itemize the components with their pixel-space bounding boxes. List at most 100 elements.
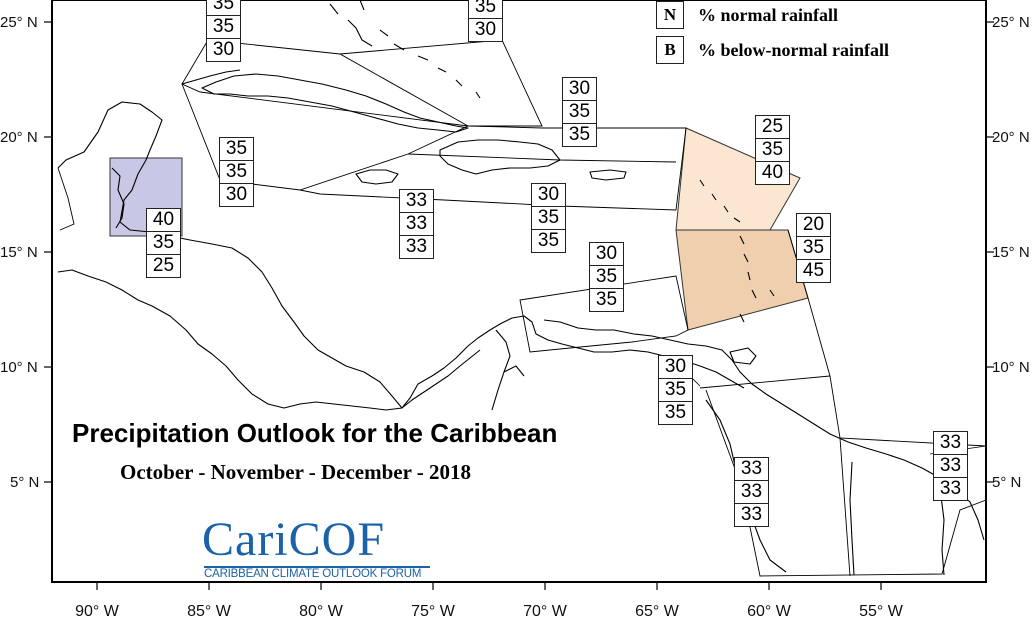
stack-cell: 33 bbox=[933, 431, 968, 455]
zone-hispaniola-north bbox=[467, 125, 687, 211]
stack-cell: 35 bbox=[562, 123, 597, 147]
trinidad-coast bbox=[729, 347, 757, 365]
lon-ticks bbox=[96, 582, 882, 590]
zone-bahamas-west bbox=[181, 39, 469, 127]
stack-cell: 33 bbox=[399, 189, 434, 213]
zone-bahamas-east bbox=[339, 39, 543, 127]
stack-cell: 35 bbox=[589, 265, 624, 289]
stack-windward-islands: 20 35 45 bbox=[796, 213, 831, 283]
windward-islands-region bbox=[675, 229, 809, 331]
logo-wordmark: CariCOF bbox=[202, 513, 386, 566]
stack-cell: 35 bbox=[755, 138, 790, 162]
stack-leeward-islands: 25 35 40 bbox=[755, 115, 790, 185]
lat-label-10n-right: 10° N bbox=[992, 359, 1030, 376]
stack-cell: 35 bbox=[562, 100, 597, 124]
stack-cell: 40 bbox=[755, 161, 790, 185]
legend-key-normal: N bbox=[656, 1, 684, 29]
stack-cell: 30 bbox=[562, 77, 597, 101]
zone-hispaniola-band bbox=[407, 153, 677, 163]
lat-label-20n-left: 20° N bbox=[0, 129, 38, 146]
lesser-antilles-islands bbox=[699, 179, 775, 323]
zone-belize-east bbox=[57, 167, 75, 231]
lat-label-5n-right: 5° N bbox=[992, 474, 1021, 491]
coastlines bbox=[57, 0, 985, 576]
stack-trinidad-venezuela-coast: 30 35 35 bbox=[658, 355, 693, 425]
lat-ticks bbox=[44, 21, 994, 483]
lon-label-60w: 60° W bbox=[747, 603, 792, 620]
stack-cell: 33 bbox=[399, 235, 434, 259]
legend-below: B % below-normal rainfall bbox=[656, 35, 889, 65]
logo-rule bbox=[204, 566, 430, 568]
zone-boundaries bbox=[57, 39, 987, 577]
lon-label-55w: 55° W bbox=[859, 603, 904, 620]
stack-suriname-french-guiana: 33 33 33 bbox=[933, 431, 968, 501]
stack-cell: 35 bbox=[468, 0, 503, 19]
stack-cell: 35 bbox=[219, 160, 254, 184]
stack-cell: 35 bbox=[658, 401, 693, 425]
stack-hispaniola-north: 30 35 35 bbox=[562, 77, 597, 147]
stack-cell: 35 bbox=[531, 229, 566, 253]
legend-key-below: B bbox=[656, 36, 684, 64]
stack-cell: 40 bbox=[146, 208, 181, 232]
belize-coast bbox=[111, 167, 125, 229]
lat-label-25n-right: 25° N bbox=[992, 14, 1030, 31]
puerto-rico-coast bbox=[589, 169, 627, 181]
caricof-logo: CariCOF CARIBBEAN CLIMATE OUTLOOK FORUM bbox=[198, 514, 438, 580]
south-america-coast bbox=[543, 319, 985, 541]
lat-label-20n-right: 20° N bbox=[992, 129, 1030, 146]
zone-guianas-north bbox=[699, 375, 831, 389]
stack-cell: 25 bbox=[755, 115, 790, 139]
stack-cell: 45 bbox=[796, 259, 831, 283]
stack-central-caribbean-sea: 33 33 33 bbox=[399, 189, 434, 259]
stack-cell: 30 bbox=[589, 242, 624, 266]
stack-cell: 35 bbox=[146, 231, 181, 255]
pacific-coast bbox=[57, 269, 403, 411]
stack-cell: 33 bbox=[734, 503, 769, 527]
stack-bahamas-west: 35 35 30 bbox=[206, 0, 241, 62]
stack-cell: 33 bbox=[734, 480, 769, 504]
map-frame bbox=[51, 0, 987, 583]
stack-cell: 33 bbox=[399, 212, 434, 236]
stack-cell: 30 bbox=[531, 183, 566, 207]
stack-cell: 25 bbox=[146, 254, 181, 278]
stack-cell: 20 bbox=[796, 213, 831, 237]
stack-hispaniola-south: 30 35 35 bbox=[531, 183, 566, 253]
zone-guyana-suriname-divider bbox=[839, 437, 851, 577]
stack-guyana: 33 33 33 bbox=[734, 457, 769, 527]
stack-cell: 30 bbox=[206, 38, 241, 62]
stack-cell: 30 bbox=[219, 183, 254, 207]
map-subtitle: October - November - December - 2018 bbox=[120, 460, 472, 484]
lon-label-75w: 75° W bbox=[411, 603, 456, 620]
stack-cell: 35 bbox=[589, 288, 624, 312]
cayman-cuba-western-tip bbox=[181, 69, 241, 85]
zone-eastern-caribbean bbox=[519, 275, 689, 353]
stack-cell: 30 bbox=[658, 355, 693, 379]
stack-cell: 33 bbox=[933, 477, 968, 501]
lat-label-10n-left: 10° N bbox=[0, 359, 38, 376]
lat-label-25n-left: 25° N bbox=[0, 14, 38, 31]
venezuela-inland bbox=[491, 329, 525, 411]
stack-cell: 33 bbox=[734, 457, 769, 481]
lon-label-90w: 90° W bbox=[75, 603, 120, 620]
lon-label-85w: 85° W bbox=[187, 603, 232, 620]
zone-greater-antilles-south bbox=[299, 189, 677, 211]
lat-label-15n-right: 15° N bbox=[992, 244, 1030, 261]
legend-text-normal: % normal rainfall bbox=[698, 4, 838, 25]
lon-label-80w: 80° W bbox=[299, 603, 344, 620]
colombia-coast bbox=[401, 349, 481, 409]
stack-cayman-western-caribbean: 35 35 30 bbox=[219, 137, 254, 207]
legend-text-below: % below-normal rainfall bbox=[698, 39, 889, 60]
stack-belize: 40 35 25 bbox=[146, 208, 181, 278]
central-america-coast bbox=[57, 101, 745, 409]
stack-cell: 35 bbox=[658, 378, 693, 402]
lon-label-65w: 65° W bbox=[635, 603, 680, 620]
lat-label-5n-left: 5° N bbox=[10, 474, 39, 491]
legend-normal: N % normal rainfall bbox=[656, 0, 838, 30]
bahamas-islands bbox=[329, 0, 481, 99]
stack-cell: 35 bbox=[531, 206, 566, 230]
stack-bahamas-east: 35 30 bbox=[468, 0, 503, 42]
stack-eastern-caribbean-sea: 30 35 35 bbox=[589, 242, 624, 312]
lon-label-70w: 70° W bbox=[523, 603, 568, 620]
stack-cell: 33 bbox=[933, 454, 968, 478]
